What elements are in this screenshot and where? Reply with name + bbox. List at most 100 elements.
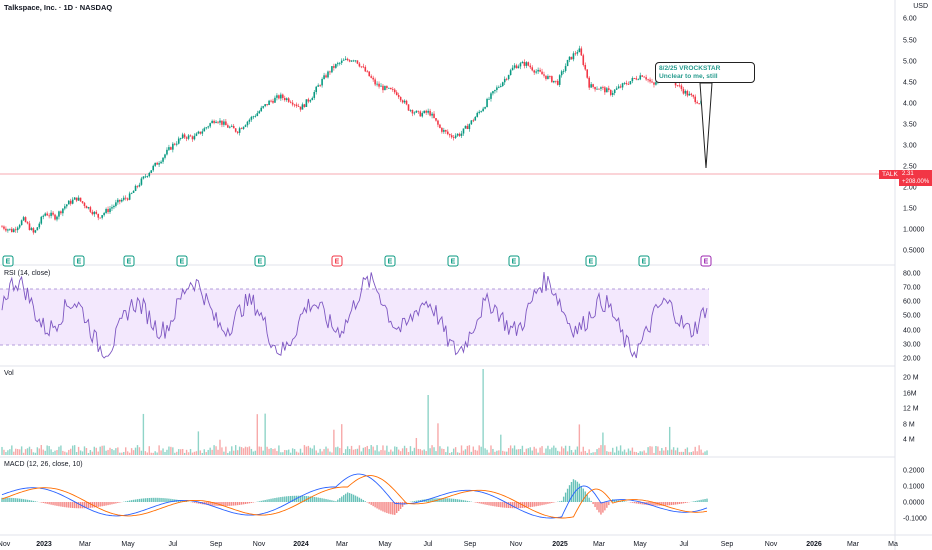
last-price-tag: 2.31 +208.00% — [899, 170, 932, 186]
volume-bar — [586, 452, 588, 455]
macd-histogram-bar — [22, 499, 25, 502]
volume-bar — [119, 452, 121, 455]
earnings-marker[interactable]: E — [73, 255, 85, 267]
volume-bar — [227, 452, 229, 455]
price-tick-label: 5.50 — [903, 38, 917, 45]
volume-label[interactable]: Vol — [4, 370, 14, 377]
macd-histogram-bar — [213, 502, 215, 506]
macd-histogram-bar — [433, 498, 435, 502]
volume-bar — [211, 449, 213, 455]
candle-body — [81, 201, 84, 203]
volume-bar — [492, 448, 494, 455]
candle-body — [185, 137, 188, 139]
macd-histogram-bar — [148, 497, 150, 502]
volume-bar — [523, 452, 526, 455]
currency-label[interactable]: USD — [913, 3, 928, 10]
macd-histogram-bar — [500, 502, 502, 508]
macd-histogram-bar — [185, 501, 188, 502]
volume-bar — [40, 445, 42, 455]
macd-histogram-bar — [28, 500, 31, 502]
volume-bar — [498, 450, 500, 455]
volume-bar — [117, 447, 119, 455]
earnings-marker[interactable]: E — [638, 255, 650, 267]
candle-body — [641, 75, 643, 77]
idea-callout[interactable]: 8/2/25 VROCKSTAR Unclear to me, still — [655, 62, 755, 83]
volume-bar — [604, 445, 606, 455]
volume-bar — [382, 445, 384, 455]
candle-body — [539, 69, 541, 72]
candle-body — [201, 131, 204, 134]
earnings-marker[interactable]: E — [585, 255, 597, 267]
macd-histogram-bar — [637, 502, 639, 504]
candle-body — [598, 88, 600, 90]
volume-bar — [248, 446, 251, 455]
volume-bar — [647, 447, 649, 455]
candle-body — [570, 56, 573, 60]
macd-histogram-bar — [651, 502, 653, 506]
candle-body — [631, 78, 634, 82]
macd-histogram-bar — [578, 483, 581, 502]
earnings-marker[interactable]: E — [254, 255, 266, 267]
macd-label[interactable]: MACD (12, 26, close, 10) — [4, 461, 83, 468]
volume-bar — [286, 450, 288, 455]
earnings-marker[interactable]: E — [331, 255, 343, 267]
volume-bar — [592, 452, 594, 455]
time-tick-label: Jul — [169, 541, 178, 548]
macd-histogram-bar — [378, 502, 380, 510]
volume-bar — [109, 447, 111, 455]
macd-histogram-bar — [115, 502, 117, 504]
earnings-marker[interactable]: E — [700, 255, 712, 267]
macd-histogram-bar — [191, 502, 194, 503]
volume-bar — [403, 445, 406, 455]
candle-body — [203, 128, 206, 132]
earnings-marker[interactable]: E — [447, 255, 459, 267]
earnings-marker-label: E — [258, 259, 263, 266]
candle-body — [606, 88, 608, 93]
macd-histogram-bar — [99, 502, 101, 507]
candle-body — [119, 199, 121, 202]
earnings-marker[interactable]: E — [123, 255, 135, 267]
macd-tick-label: 0.0000 — [903, 500, 925, 507]
macd-histogram-bar — [515, 502, 518, 509]
candle-body — [619, 86, 622, 88]
candle-body — [462, 128, 465, 134]
candle-body — [537, 69, 539, 72]
macd-histogram-bar — [692, 501, 694, 502]
volume-bar — [297, 452, 300, 455]
macd-histogram-bar — [680, 502, 683, 504]
volume-bar — [441, 448, 443, 455]
earnings-marker[interactable]: E — [176, 255, 188, 267]
candle-body — [441, 127, 443, 132]
macd-histogram-bar — [358, 497, 361, 502]
macd-histogram-bar — [496, 502, 498, 507]
volume-bar — [704, 451, 706, 455]
earnings-marker[interactable]: E — [384, 255, 396, 267]
candle-body — [503, 78, 506, 83]
macd-histogram-bar — [319, 497, 321, 502]
earnings-marker[interactable]: E — [508, 255, 520, 267]
candle-body — [44, 213, 47, 216]
candle-body — [586, 69, 589, 78]
macd-histogram-bar — [443, 498, 445, 502]
candle-body — [150, 170, 153, 173]
macd-histogram-bar — [678, 502, 681, 505]
candle-body — [466, 125, 469, 130]
macd-histogram-bar — [236, 502, 239, 506]
rsi-label[interactable]: RSI (14, close) — [4, 270, 51, 277]
earnings-marker-label: E — [388, 259, 393, 266]
time-tick-label: May — [633, 541, 647, 548]
volume-bar — [103, 445, 105, 455]
volume-bar — [128, 452, 131, 455]
candle-body — [443, 130, 445, 132]
candle-body — [482, 108, 484, 112]
volume-bar — [578, 424, 581, 455]
candle-body — [16, 227, 19, 231]
candle-body — [511, 67, 514, 71]
candle-body — [168, 147, 170, 150]
earnings-marker[interactable]: E — [2, 255, 14, 267]
macd-histogram-bar — [417, 500, 420, 502]
macd-histogram-bar — [482, 502, 484, 505]
volume-bar — [559, 451, 561, 455]
volume-bar — [568, 445, 571, 455]
